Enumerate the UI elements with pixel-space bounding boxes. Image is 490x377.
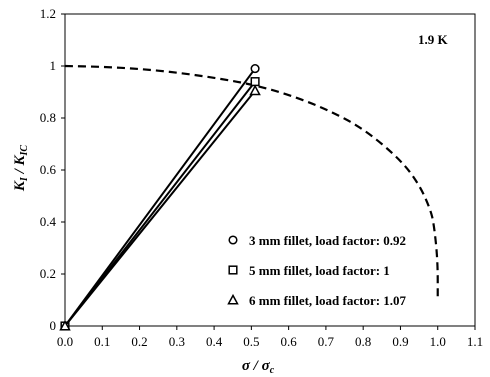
legend-circle-marker <box>228 235 238 245</box>
series-layer <box>59 64 261 331</box>
y-tick-label: 0.2 <box>40 266 56 281</box>
x-axis-title-main: σ / σ <box>242 358 271 374</box>
x-tick-label: 0.4 <box>206 334 223 349</box>
series-point-triangle <box>249 84 261 96</box>
x-tick-label: 1.0 <box>430 334 446 349</box>
x-tick-label: 0.3 <box>169 334 185 349</box>
x-tick-label: 0.1 <box>94 334 110 349</box>
x-axis-ticks: 0.0 0.1 0.2 0.3 0.4 0.5 0.6 0.7 0.8 0.9 1.0 1.1 <box>57 326 483 349</box>
y-axis-title-k: K <box>12 180 28 192</box>
legend: 3 mm fillet, load factor: 0.92 5 mm fille… <box>227 233 407 308</box>
x-tick-label: 0.0 <box>57 334 73 349</box>
dashed-failure-curve <box>64 64 439 300</box>
x-tick-label: 0.9 <box>392 334 408 349</box>
legend-label: 6 mm fillet, load factor: 1.07 <box>249 293 407 308</box>
x-tick-label: 0.2 <box>131 334 147 349</box>
y-tick-label: 1 <box>50 58 57 73</box>
dashed-curve-layer <box>64 64 439 300</box>
legend-square-marker <box>228 265 238 275</box>
x-tick-label: 0.7 <box>318 334 335 349</box>
x-tick-label: 0.5 <box>243 334 259 349</box>
y-axis-title-mid: / K <box>12 154 28 177</box>
series-line-triangle <box>64 90 256 327</box>
y-axis-title: KI / KIC <box>12 145 30 193</box>
annotation-label: 1.9 K <box>418 32 449 47</box>
x-tick-label: 0.8 <box>355 334 371 349</box>
x-tick-label: 1.1 <box>467 334 483 349</box>
y-tick-label: 0.4 <box>40 214 57 229</box>
series-line-circle <box>64 68 256 327</box>
series-point-square <box>250 77 260 87</box>
y-axis-title-sub-i: I <box>19 176 30 182</box>
y-tick-label: 0.6 <box>40 162 57 177</box>
x-axis-title-subscript: c <box>270 365 275 376</box>
y-tick-label: 1.2 <box>40 6 56 21</box>
legend-label: 5 mm fillet, load factor: 1 <box>249 263 390 278</box>
y-axis-ticks: 0 0.2 0.4 0.6 0.8 1 1.2 <box>40 6 65 333</box>
y-tick-label: 0 <box>50 318 57 333</box>
x-axis-title: σ / σc <box>242 358 275 376</box>
series-point-triangle <box>59 319 71 331</box>
y-tick-label: 0.8 <box>40 110 56 125</box>
series-point-circle <box>250 64 260 74</box>
legend-label: 3 mm fillet, load factor: 0.92 <box>249 233 406 248</box>
y-axis-title-sub-ic: IC <box>19 145 30 157</box>
legend-triangle-marker <box>227 293 239 305</box>
x-tick-label: 0.6 <box>281 334 298 349</box>
